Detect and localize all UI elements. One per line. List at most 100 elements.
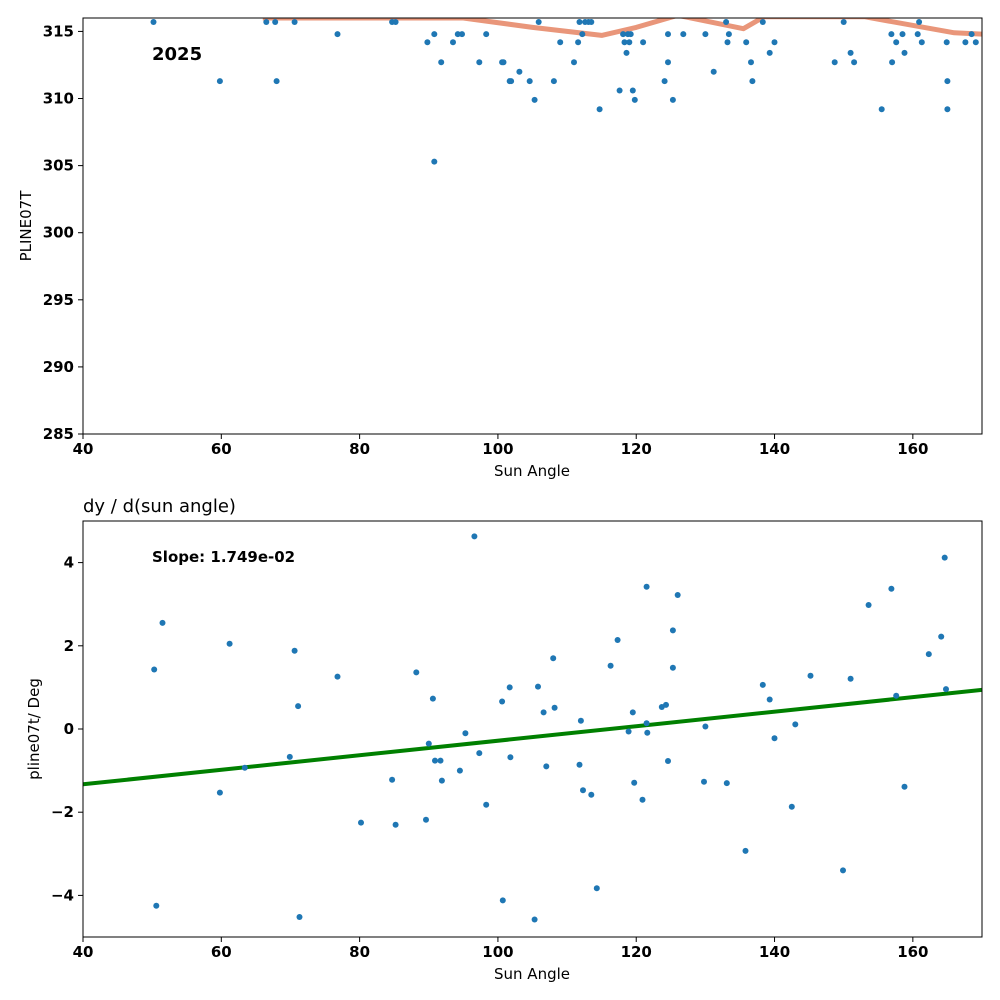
- top-plot-data-point: [575, 39, 582, 46]
- top-plot-data-point: [579, 31, 586, 38]
- bottom-plot-data-point: [286, 753, 293, 760]
- top-plot-data-point: [621, 39, 628, 46]
- top-plot-data-point: [272, 19, 279, 25]
- top-plot-data-point: [840, 19, 847, 25]
- bottom-plot-data-point: [665, 758, 671, 764]
- top-plot-data-point: [916, 19, 923, 25]
- bottom-plot-data-point: [226, 640, 233, 647]
- top-plot-x-tick-label: 140: [759, 440, 790, 458]
- top-plot-data-point: [596, 106, 603, 113]
- bottom-plot-data-point: [788, 803, 795, 810]
- top-plot-data-point: [588, 19, 595, 25]
- top-plot-annotation: 2025: [152, 44, 202, 65]
- top-plot-axes: 40 60 80 100 120 140 160 285 290 295 300 305 310 315: [43, 17, 983, 458]
- top-plot-x-tick-label: 120: [621, 440, 652, 458]
- bottom-plot-data-point: [631, 779, 638, 786]
- bottom-plot-data-point: [943, 686, 949, 693]
- bottom-plot-y-tick-label: 2: [64, 637, 74, 655]
- bottom-plot-data-point: [840, 867, 846, 874]
- bottom-plot-x-tick-label: 160: [897, 943, 928, 961]
- top-plot-data-point: [640, 39, 647, 46]
- bottom-plot-data-point: [462, 730, 469, 737]
- top-plot-data-point: [748, 59, 754, 66]
- bottom-plot-data-point: [531, 916, 538, 923]
- top-plot-data-point: [771, 39, 778, 46]
- bottom-plot-data-point: [938, 633, 945, 640]
- bottom-plot-data-point: [499, 897, 506, 904]
- bottom-plot-data-point: [413, 669, 420, 676]
- bottom-plot-data-point: [580, 787, 586, 794]
- top-plot-data-point: [901, 49, 908, 56]
- top-plot-data-point: [962, 39, 969, 46]
- top-plot-data-point: [431, 31, 438, 38]
- bottom-plot-x-axis-label: Sun Angle: [494, 965, 570, 983]
- bottom-plot-data-point: [437, 757, 444, 764]
- top-plot-data-point: [665, 31, 671, 38]
- bottom-plot-data-point: [625, 728, 632, 735]
- top-plot-data-point: [702, 31, 709, 38]
- top-plot-data-point: [723, 19, 730, 25]
- top-plot-data-point: [661, 78, 668, 85]
- bottom-plot-data-point: [483, 801, 490, 808]
- bottom-plot-data-point: [893, 692, 900, 699]
- top-plot-data-point: [710, 68, 717, 75]
- bottom-plot-data-point: [766, 696, 773, 703]
- bottom-plot-line-series: [83, 687, 982, 787]
- top-plot-x-tick-label: 40: [73, 440, 94, 458]
- top-plot-data-point: [620, 31, 627, 38]
- top-plot-data-point: [831, 59, 838, 66]
- top-plot-data-point: [749, 78, 756, 85]
- bottom-plot-y-axis-label: pline07t/ Deg: [25, 678, 43, 780]
- top-plot-data-point: [557, 39, 564, 46]
- bottom-plot-data-point: [807, 672, 814, 679]
- bottom-plot-data-point: [540, 709, 547, 716]
- bottom-plot-data-point: [476, 750, 483, 757]
- top-plot-data-point: [680, 31, 687, 38]
- bottom-plot-axes: 40 60 80 100 120 140 160 −4 −2 0 2 4: [51, 520, 983, 961]
- top-plot-data-point: [526, 78, 533, 85]
- top-plot-data-point: [450, 39, 456, 46]
- top-plot-data-point: [972, 39, 979, 46]
- top-plot-data-point: [576, 19, 583, 25]
- bottom-plot-data-point: [358, 819, 364, 826]
- bottom-plot-data-point: [925, 651, 932, 658]
- bottom-plot-data-point: [702, 723, 709, 730]
- top-plot-data-point: [851, 59, 858, 66]
- bottom-plot-data-point: [669, 664, 676, 671]
- top-plot-data-point: [516, 68, 523, 75]
- bottom-plot-data-point: [389, 776, 396, 783]
- bottom-plot-y-tick-label: −4: [51, 886, 74, 904]
- top-plot-x-tick-label: 60: [211, 440, 232, 458]
- bottom-plot-data-point: [432, 757, 438, 764]
- bottom-plot-data-point: [723, 780, 730, 787]
- bottom-plot-data-point: [551, 704, 558, 711]
- top-plot-y-tick-label: 315: [43, 22, 74, 40]
- top-plot-data-point: [273, 78, 280, 85]
- bottom-plot-data-point: [216, 789, 223, 796]
- bottom-plot-data-point: [888, 585, 895, 592]
- bottom-plot-data-point: [159, 619, 166, 626]
- top-plot-data-point: [943, 39, 950, 46]
- bottom-plot-data-point: [643, 583, 650, 590]
- bottom-plot-data-point: [759, 681, 766, 688]
- bottom-plot-data-point: [295, 703, 302, 710]
- bottom-plot-data-point: [614, 637, 621, 643]
- top-plot-data-point: [759, 19, 766, 25]
- top-plot-data-point: [724, 39, 731, 46]
- top-plot-data-point: [571, 59, 577, 66]
- top-plot-data-point: [888, 31, 895, 38]
- bottom-plot-data-point: [742, 847, 749, 854]
- bottom-plot-data-point: [438, 777, 445, 784]
- top-plot-y-tick-label: 300: [43, 224, 74, 242]
- top-plot-data-point: [438, 59, 445, 66]
- top-plot-data-point: [334, 31, 341, 38]
- bottom-plot-data-point: [543, 763, 550, 770]
- bottom-plot-data-point: [669, 627, 676, 634]
- bottom-plot-data-point: [588, 791, 595, 798]
- top-plot-data-point: [508, 78, 515, 85]
- top-plot-data-point: [476, 59, 483, 66]
- top-plot-data-point: [616, 87, 623, 94]
- top-plot-frame: [82, 17, 983, 435]
- bottom-plot-data-point: [674, 592, 681, 598]
